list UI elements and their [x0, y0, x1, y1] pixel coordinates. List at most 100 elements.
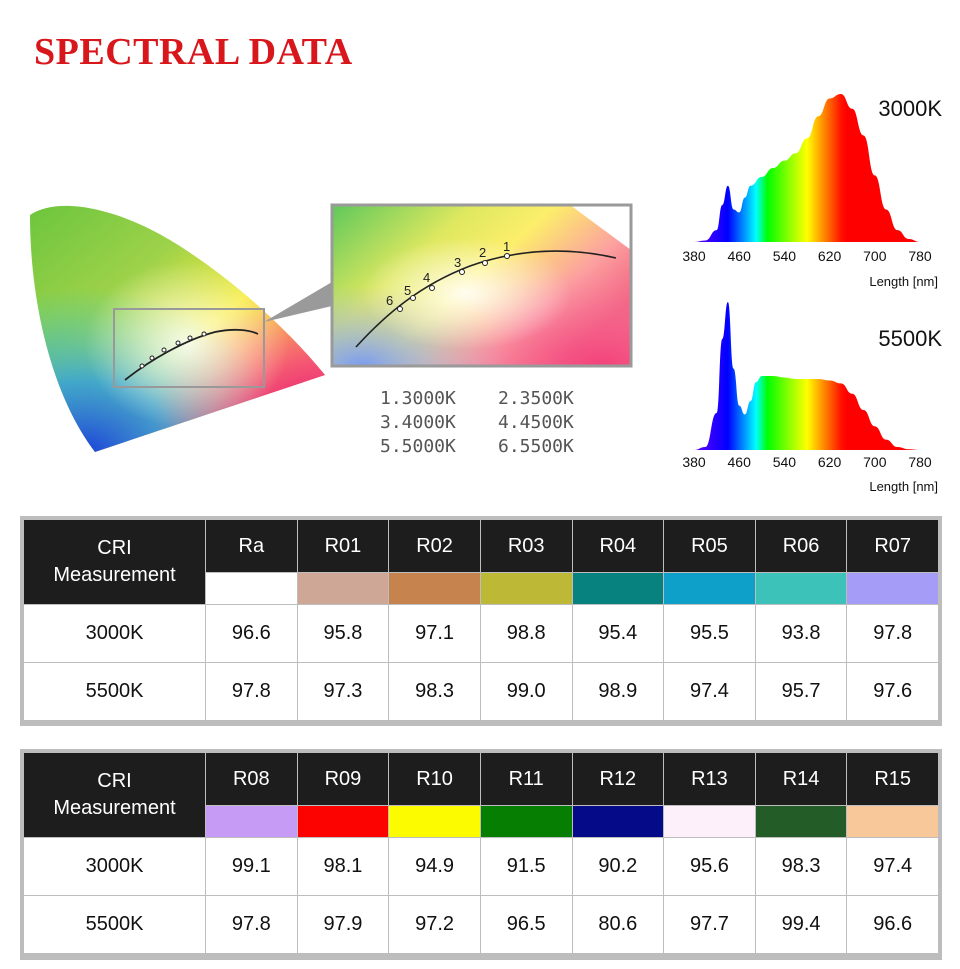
zoom-point-label: 4 — [423, 270, 430, 285]
table-row: 3000K 96.6 95.8 97.1 98.8 95.4 95.5 93.8 97.8 — [23, 604, 939, 663]
cri-value: 91.5 — [479, 837, 573, 896]
color-swatch — [846, 572, 939, 605]
x-tick-label: 700 — [863, 248, 887, 264]
cri-value: 93.8 — [754, 604, 848, 663]
spectrum-3000k: 3000K 380 460 540 620 700 780 Length [nm] — [672, 90, 960, 300]
color-swatch — [571, 805, 665, 838]
x-tick-label: 460 — [727, 248, 751, 264]
cri-value: 80.6 — [571, 895, 665, 954]
color-swatch — [205, 572, 298, 605]
cri-value: 95.4 — [571, 604, 665, 663]
row-label: 5500K — [23, 662, 206, 721]
header-label-line2: Measurement — [53, 564, 176, 586]
cri-value: 97.8 — [205, 662, 298, 721]
color-swatch — [754, 572, 848, 605]
cri-value: 97.7 — [663, 895, 756, 954]
cri-value: 90.2 — [571, 837, 665, 896]
column-header: R04 — [571, 519, 665, 573]
spectrum-area — [694, 94, 920, 242]
color-swatch — [296, 572, 390, 605]
cri-value: 98.8 — [479, 604, 573, 663]
column-header: R05 — [663, 519, 756, 573]
row-label: 5500K — [23, 895, 206, 954]
color-swatch — [663, 805, 756, 838]
column-header: R09 — [296, 752, 390, 806]
column-header: R03 — [479, 519, 573, 573]
cri-measurement-header: CRI Measurement — [23, 519, 206, 605]
color-temperature-legend: 1.3000K 2.3500K 3.4000K 4.4500K 5.5000K … — [380, 388, 618, 457]
column-header: R14 — [754, 752, 848, 806]
column-header: R10 — [388, 752, 481, 806]
table-row: 5500K 97.8 97.3 98.3 99.0 98.9 97.4 95.7 97.6 — [23, 662, 939, 721]
legend-item: 3.4000K — [380, 412, 456, 433]
cri-value: 97.4 — [663, 662, 756, 721]
legend-item: 5.5000K — [380, 436, 456, 457]
zoom-point-label: 5 — [404, 283, 411, 298]
column-header: R06 — [754, 519, 848, 573]
row-label: 3000K — [23, 837, 206, 896]
row-label: 3000K — [23, 604, 206, 663]
x-axis-ticks: 380 460 540 620 700 780 — [672, 248, 942, 268]
cri-value: 97.3 — [296, 662, 390, 721]
color-swatch — [296, 805, 390, 838]
cri-value: 98.1 — [296, 837, 390, 896]
legend-item: 2.3500K — [498, 388, 574, 409]
column-header: R08 — [205, 752, 298, 806]
zoom-point-label: 2 — [479, 245, 486, 260]
color-swatch — [479, 805, 573, 838]
cie-chromaticity-diagram: 1 2 3 4 5 6 — [30, 203, 633, 452]
x-axis-ticks: 380 460 540 620 700 780 — [672, 454, 942, 474]
zoom-point-label: 1 — [503, 239, 510, 254]
color-swatch — [754, 805, 848, 838]
x-axis-label: Length [nm] — [869, 274, 938, 289]
page-title: SPECTRAL DATA — [34, 31, 353, 73]
cri-value: 99.4 — [754, 895, 848, 954]
cri-value: 97.9 — [296, 895, 390, 954]
spectrum-title: 5500K — [878, 326, 942, 351]
cri-table-ra-r07: CRI Measurement Ra R01 R02 R03 R04 R05 R06 R07 30… — [20, 516, 942, 726]
legend-item: 4.4500K — [498, 412, 574, 433]
color-swatch — [388, 572, 481, 605]
header-label-line1: CRI — [97, 770, 132, 792]
column-header: Ra — [205, 519, 298, 573]
column-header: R12 — [571, 752, 665, 806]
cri-table-r08-r15: CRI Measurement R08 R09 R10 R11 R12 R13 R14 R15 3… — [20, 749, 942, 960]
spectrum-title: 3000K — [878, 96, 942, 121]
color-swatch — [388, 805, 481, 838]
cri-value: 97.8 — [205, 895, 298, 954]
table-row: 5500K 97.8 97.9 97.2 96.5 80.6 97.7 99.4 96.6 — [23, 895, 939, 954]
zoom-point-label: 6 — [386, 293, 393, 308]
legend-item: 1.3000K — [380, 388, 456, 409]
color-swatch — [846, 805, 939, 838]
x-tick-label: 540 — [772, 248, 797, 264]
cri-value: 97.8 — [846, 604, 939, 663]
spectrum-area — [694, 302, 920, 450]
spectrum-plot — [694, 302, 920, 450]
x-tick-label: 700 — [863, 454, 887, 470]
column-header: R07 — [846, 519, 939, 573]
x-tick-label: 380 — [682, 454, 706, 470]
x-tick-label: 540 — [772, 454, 797, 470]
cri-value: 99.0 — [479, 662, 573, 721]
x-axis-label: Length [nm] — [869, 479, 938, 494]
cri-value: 97.4 — [846, 837, 939, 896]
cri-value: 98.3 — [388, 662, 481, 721]
cri-value: 95.7 — [754, 662, 848, 721]
cri-value: 97.1 — [388, 604, 481, 663]
column-header: R01 — [296, 519, 390, 573]
spectrum-5500k: 5500K 380 460 540 620 700 780 Length [nm] — [672, 298, 960, 508]
cri-value: 97.6 — [846, 662, 939, 721]
x-tick-label: 620 — [817, 454, 842, 470]
cri-value: 95.8 — [296, 604, 390, 663]
table-row: 3000K 99.1 98.1 94.9 91.5 90.2 95.6 98.3 97.4 — [23, 837, 939, 896]
x-tick-label: 380 — [682, 248, 706, 264]
cri-value: 94.9 — [388, 837, 481, 896]
color-swatch — [205, 805, 298, 838]
x-tick-label: 780 — [908, 248, 932, 264]
color-swatch — [479, 572, 573, 605]
cri-value: 95.6 — [663, 837, 756, 896]
cri-value: 98.9 — [571, 662, 665, 721]
cri-value: 97.2 — [388, 895, 481, 954]
zoom-point-label: 3 — [454, 255, 461, 270]
cri-value: 96.6 — [846, 895, 939, 954]
